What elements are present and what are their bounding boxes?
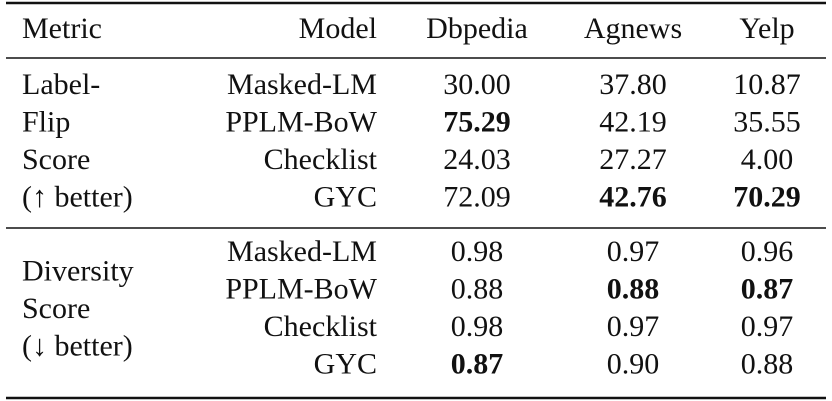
score-cell: 0.90 xyxy=(607,347,660,380)
score-cell: 0.97 xyxy=(607,310,660,343)
score-cell: 37.80 xyxy=(599,68,667,101)
model-name: GYC xyxy=(314,347,377,380)
score-cell: 70.29 xyxy=(733,180,801,213)
score-cell: 72.09 xyxy=(443,180,511,213)
model-name: PPLM-BoW xyxy=(225,105,377,138)
metric-label: (↑ better) xyxy=(22,180,133,213)
score-cell: 0.98 xyxy=(451,310,504,343)
score-cell: 0.87 xyxy=(741,272,794,305)
model-name: Checklist xyxy=(264,143,378,176)
metric-label: Score xyxy=(22,143,90,176)
score-cell: 0.87 xyxy=(451,347,504,380)
score-cell: 27.27 xyxy=(599,143,667,176)
score-cell: 0.97 xyxy=(607,235,660,268)
score-cell: 0.96 xyxy=(741,235,794,268)
metric-label: Diversity xyxy=(22,255,134,288)
metric-label: (↓ better) xyxy=(22,330,133,363)
model-name: Masked-LM xyxy=(227,68,377,101)
header-cell: Yelp xyxy=(739,12,794,45)
score-cell: 10.87 xyxy=(733,68,801,101)
score-cell: 42.76 xyxy=(599,180,667,213)
score-cell: 75.29 xyxy=(443,105,511,138)
model-name: Checklist xyxy=(264,310,378,343)
score-cell: 42.19 xyxy=(599,105,667,138)
header-cell: Agnews xyxy=(584,12,682,45)
model-name: Masked-LM xyxy=(227,235,377,268)
score-cell: 35.55 xyxy=(733,105,801,138)
model-name: GYC xyxy=(314,180,377,213)
score-cell: 0.88 xyxy=(741,347,794,380)
score-cell: 30.00 xyxy=(443,68,511,101)
metric-label: Score xyxy=(22,292,90,325)
metric-label: Flip xyxy=(22,105,70,138)
score-cell: 0.97 xyxy=(741,310,794,343)
header-cell: Metric xyxy=(22,12,102,45)
model-name: PPLM-BoW xyxy=(225,272,377,305)
score-cell: 24.03 xyxy=(443,143,511,176)
score-cell: 0.88 xyxy=(451,272,504,305)
score-cell: 0.88 xyxy=(607,272,660,305)
metric-label: Label- xyxy=(22,68,100,101)
score-cell: 4.00 xyxy=(741,143,794,176)
header-cell: Dbpedia xyxy=(426,12,528,45)
score-cell: 0.98 xyxy=(451,235,504,268)
header-cell: Model xyxy=(299,12,377,45)
